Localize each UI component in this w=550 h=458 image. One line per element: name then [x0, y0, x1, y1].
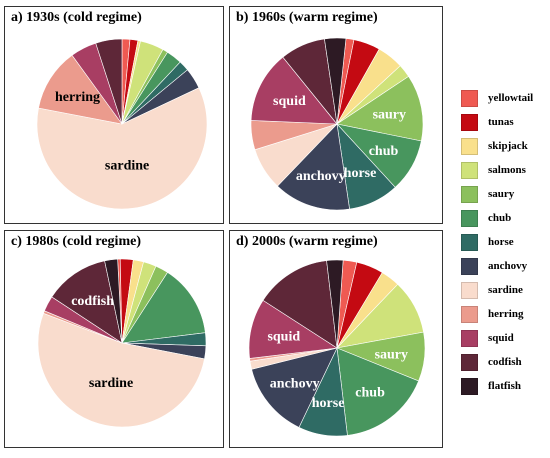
- pie-slice-sardine: [37, 312, 205, 428]
- panel-title: c) 1980s (cold regime): [11, 234, 141, 249]
- legend-label-tunas: tunas: [488, 116, 514, 128]
- legend-swatch-skipjack: [461, 137, 478, 155]
- slice-label-chub: chub: [369, 144, 399, 159]
- legend-item-tunas: tunas: [461, 112, 514, 132]
- legend-item-skipjack: skipjack: [461, 136, 528, 156]
- pie-chart-1980s: sardine codfish: [37, 258, 207, 428]
- legend-item-squid: squid: [461, 328, 514, 348]
- legend-swatch-salmons: [461, 161, 478, 179]
- pie-slice-flatfish: [324, 37, 347, 125]
- legend-swatch-codfish: [461, 353, 478, 371]
- pie-slice-codfish: [95, 38, 123, 125]
- pie-panel-2000s: d) 2000s (warm regime) saury chub horse anc…: [229, 230, 443, 448]
- legend-item-codfish: codfish: [461, 352, 522, 372]
- legend-item-sardine: sardine: [461, 280, 523, 300]
- legend-swatch-flatfish: [461, 377, 478, 395]
- legend-swatch-yellowtail: [461, 89, 478, 107]
- pie-slice-squid: [250, 56, 338, 125]
- pie-chart-2000s: saury chub horse anchovy squid: [248, 259, 426, 437]
- pie-slice-saury: [336, 75, 424, 142]
- legend-swatch-squid: [461, 329, 478, 347]
- pie-slice-codfish: [262, 260, 338, 349]
- pie-panel-1930s: a) 1930s (cold regime) sardine herring: [4, 6, 224, 224]
- legend-label-flatfish: flatfish: [488, 380, 521, 392]
- slice-label-squid: squid: [273, 94, 306, 109]
- slice-label-sardine: sardine: [105, 159, 149, 174]
- slice-label-saury: saury: [373, 108, 406, 123]
- slice-label-squid: squid: [267, 330, 300, 345]
- legend-item-yellowtail: yellowtail: [461, 88, 533, 108]
- legend-label-salmons: salmons: [488, 164, 526, 176]
- legend-swatch-tunas: [461, 113, 478, 131]
- legend-label-saury: saury: [488, 188, 515, 200]
- slice-label-sardine: sardine: [89, 376, 133, 391]
- legend-label-skipjack: skipjack: [488, 140, 528, 152]
- legend-label-sardine: sardine: [488, 284, 523, 296]
- legend-label-herring: herring: [488, 308, 524, 320]
- pie-slice-codfish: [51, 260, 123, 344]
- legend-label-chub: chub: [488, 212, 512, 224]
- legend-item-anchovy: anchovy: [461, 256, 527, 276]
- legend-swatch-anchovy: [461, 257, 478, 275]
- legend-item-chub: chub: [461, 208, 511, 228]
- legend-label-codfish: codfish: [488, 356, 522, 368]
- legend-item-salmons: salmons: [461, 160, 526, 180]
- pie-slice-herring: [38, 54, 123, 125]
- pie-chart-1930s: sardine herring: [36, 38, 208, 210]
- slice-label-saury: saury: [375, 348, 408, 363]
- pie-slice-anchovy: [277, 123, 350, 211]
- pie-panel-1960s: b) 1960s (warm regime) saury chub horse anc…: [229, 6, 443, 224]
- slice-label-herring: herring: [55, 90, 100, 105]
- panel-title: d) 2000s (warm regime): [236, 234, 378, 249]
- legend-item-herring: herring: [461, 304, 523, 324]
- pie-slice-anchovy: [251, 347, 338, 428]
- slice-label-horse: horse: [344, 166, 377, 181]
- pie-slice-flatfish: [326, 259, 344, 349]
- legend-swatch-sardine: [461, 281, 478, 299]
- legend-label-yellowtail: yellowtail: [488, 92, 534, 104]
- pie-slice-flatfish: [104, 258, 123, 344]
- legend-swatch-herring: [461, 305, 478, 323]
- panel-title: b) 1960s (warm regime): [236, 10, 378, 25]
- pie-slice-chub: [121, 271, 206, 344]
- slice-label-anchovy: anchovy: [296, 169, 346, 184]
- pie-slice-chub: [336, 347, 419, 436]
- legend-label-squid: squid: [488, 332, 514, 344]
- legend-item-horse: horse: [461, 232, 514, 252]
- slice-label-chub: chub: [355, 385, 385, 400]
- slice-label-horse: horse: [312, 396, 345, 411]
- legend-label-horse: horse: [488, 236, 514, 248]
- pie-slice-sardine: [36, 87, 208, 210]
- pie-panel-1980s: c) 1980s (cold regime) sardine codfish: [4, 230, 224, 448]
- slice-label-anchovy: anchovy: [270, 377, 320, 392]
- legend-swatch-horse: [461, 233, 478, 251]
- slice-label-codfish: codfish: [71, 294, 114, 309]
- legend-swatch-saury: [461, 185, 478, 203]
- panel-title: a) 1930s (cold regime): [11, 10, 142, 25]
- legend-item-saury: saury: [461, 184, 514, 204]
- legend-swatch-chub: [461, 209, 478, 227]
- legend-label-anchovy: anchovy: [488, 260, 528, 272]
- legend-item-flatfish: flatfish: [461, 376, 521, 396]
